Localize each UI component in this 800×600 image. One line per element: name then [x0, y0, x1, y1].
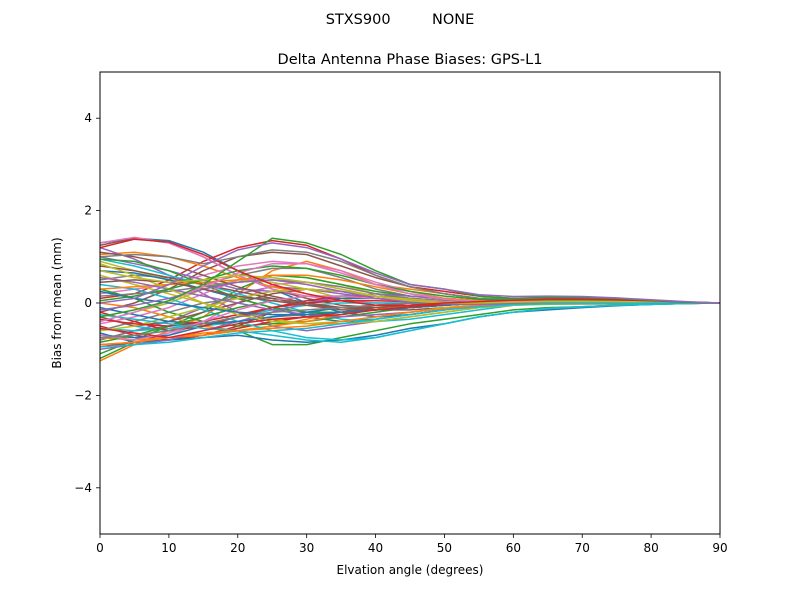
y-axis-ticks: −4 −2 0 2 4	[74, 111, 100, 495]
x-tick-label: 50	[437, 541, 452, 555]
series-lines	[100, 236, 720, 362]
series-line-61	[100, 238, 720, 307]
series-line-50	[100, 302, 720, 344]
x-tick-label: 60	[506, 541, 521, 555]
x-axis-label: Elvation angle (degrees)	[337, 563, 484, 577]
x-tick-label: 10	[161, 541, 176, 555]
y-tick-label: −2	[74, 388, 92, 402]
x-tick-label: 70	[575, 541, 590, 555]
y-tick-label: 0	[84, 296, 92, 310]
x-tick-label: 40	[368, 541, 383, 555]
y-tick-label: 2	[84, 204, 92, 218]
y-tick-label: −4	[74, 481, 92, 495]
x-tick-label: 30	[299, 541, 314, 555]
x-tick-label: 80	[643, 541, 658, 555]
series-line-63	[100, 242, 720, 304]
x-tick-label: 20	[230, 541, 245, 555]
series-line-59	[100, 269, 720, 304]
chart-title: Delta Antenna Phase Biases: GPS-L1	[278, 52, 543, 68]
chart-suptitle: STXS900 NONE	[326, 12, 475, 28]
y-axis-label: Bias from mean (mm)	[50, 237, 64, 368]
series-line-60	[100, 302, 720, 348]
x-axis-ticks: 0 10 20 30 40 50 60 70 80 90	[96, 534, 728, 555]
x-tick-label: 90	[712, 541, 727, 555]
x-tick-label: 0	[96, 541, 104, 555]
y-tick-label: 4	[84, 111, 92, 125]
